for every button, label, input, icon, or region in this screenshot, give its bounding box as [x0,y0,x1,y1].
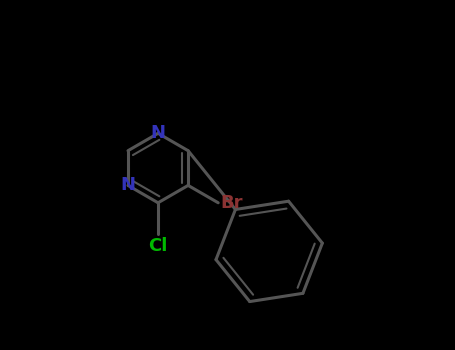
Text: Br: Br [220,194,243,212]
Text: Cl: Cl [148,237,168,255]
Text: N: N [121,176,136,194]
Text: N: N [151,124,166,142]
